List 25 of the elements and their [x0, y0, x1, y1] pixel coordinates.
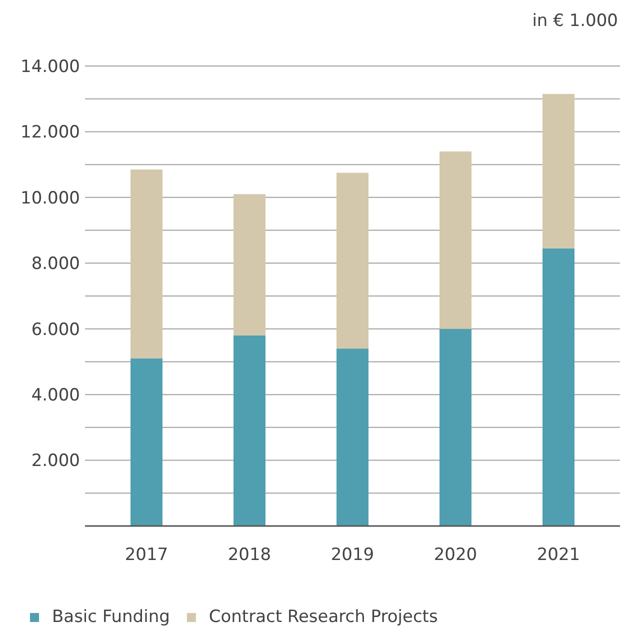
bar [130, 358, 162, 526]
y-tick-label: 4.000 [31, 386, 80, 406]
y-axis-title: in € 1.000 [532, 11, 618, 31]
x-tick-label: 2019 [330, 545, 374, 565]
x-tick-label: 2018 [228, 545, 272, 565]
y-tick-label: 6.000 [31, 320, 80, 340]
bar [440, 151, 472, 329]
x-tick-label: 2020 [434, 545, 478, 565]
bar [234, 335, 266, 526]
y-tick-label: 10.000 [20, 188, 80, 208]
legend-label: Basic Funding [52, 607, 170, 627]
bar [440, 328, 472, 526]
bar [234, 194, 266, 336]
y-tick-label: 14.000 [20, 56, 80, 77]
bar [542, 94, 574, 248]
legend-label: Contract Research Projects [208, 607, 438, 627]
bar [336, 172, 368, 349]
bar [542, 248, 574, 526]
x-tick-label: 2021 [536, 545, 580, 565]
y-tick-label: 8.000 [31, 254, 80, 274]
x-tick-label: 2017 [124, 545, 168, 565]
bar [130, 170, 162, 358]
bar [336, 348, 368, 526]
y-tick-label: 12.000 [20, 122, 80, 143]
y-tick-label: 2.000 [31, 451, 80, 472]
